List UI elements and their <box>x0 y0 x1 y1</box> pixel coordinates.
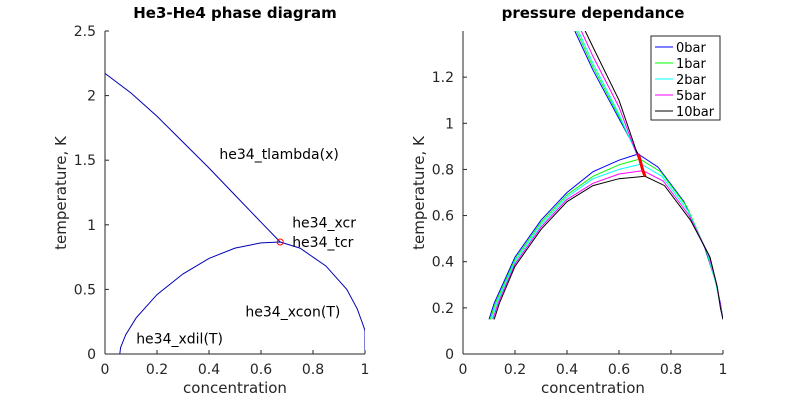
phase-separation-curve <box>119 241 365 354</box>
phase-diagram-plot: He3-He4 phase diagram he34_tlambda(x)he3… <box>52 4 369 397</box>
legend-entry-5bar: 5bar <box>676 89 706 104</box>
pressure-dependance-ytick-label: 1 <box>445 116 454 132</box>
phase-line-10bar <box>493 175 723 320</box>
pressure-dependance-xtick-label: 0.4 <box>556 362 578 378</box>
pressure-dependance-ytick-label: 0.4 <box>432 255 454 271</box>
phase-diagram-ytick-label: 0.5 <box>74 282 96 298</box>
phase-diagram-title: He3-He4 phase diagram <box>133 4 337 22</box>
legend-entry-10bar: 10bar <box>676 105 715 120</box>
phase-line-2bar <box>491 163 723 320</box>
annotation-label: he34_tcr <box>292 235 353 251</box>
phase-diagram-ytick-label: 2.5 <box>74 24 96 40</box>
pressure-dependance-xtick-label: 0.8 <box>660 362 682 378</box>
phase-line-1bar <box>489 158 723 320</box>
pressure-dependance-title: pressure dependance <box>502 4 685 22</box>
lambda-line-2bar <box>577 31 642 165</box>
phase-diagram-ytick-label: 2 <box>87 89 96 105</box>
phase-line-5bar <box>492 170 723 320</box>
pressure-dependance-xtick-label: 0.2 <box>504 362 526 378</box>
pressure-dependance-lines <box>488 31 723 320</box>
pressure-dependance-ytick-label: 0.6 <box>432 209 454 225</box>
phase-diagram-xtick-label: 0.6 <box>250 362 272 378</box>
phase-diagram-xtick-label: 0.4 <box>198 362 220 378</box>
phase-diagram-xlabel: concentration <box>183 379 287 397</box>
legend-entry-2bar: 2bar <box>676 73 706 88</box>
phase-diagram-ytick-label: 0 <box>87 347 96 363</box>
pressure-dependance-plot: pressure dependance 0 0.2 0.4 0.6 0.8 1 0 0.2 0.… <box>410 4 727 397</box>
lambda-line-10bar <box>584 31 646 177</box>
pressure-dependance-axes: 0 0.2 0.4 0.6 0.8 1 0 0.2 0.4 0.6 0.8 1 1.2 <box>432 31 728 378</box>
pressure-dependance-ytick-label: 0 <box>445 347 454 363</box>
tlambda-curve <box>105 73 281 243</box>
phase-diagram-axes: 0 0.2 0.4 0.6 0.8 1 0 0.5 1 1.5 2 2.5 <box>74 24 370 378</box>
annotation-label: he34_tlambda(x) <box>219 147 338 163</box>
phase-diagram-xtick-label: 0.2 <box>146 362 168 378</box>
phase-diagram-ytick-label: 1 <box>87 218 96 234</box>
pressure-dependance-ylabel: temperature, K <box>410 135 428 250</box>
pressure-dependance-ytick-label: 1.2 <box>432 70 454 86</box>
pressure-dependance-ytick-label: 0.2 <box>432 301 454 317</box>
phase-diagram-ylabel: temperature, K <box>52 135 70 250</box>
pressure-dependance-xtick-label: 0 <box>459 362 468 378</box>
legend-entry-0bar: 0bar <box>676 41 706 56</box>
legend-entry-1bar: 1bar <box>676 57 706 72</box>
critical-point-marker <box>276 238 284 246</box>
phase-diagram-xtick-label: 0 <box>101 362 110 378</box>
phase-diagram-lines <box>105 73 365 354</box>
phase-diagram-xtick-label: 1 <box>361 362 370 378</box>
pressure-dependance-xlabel: concentration <box>541 379 645 397</box>
pressure-dependance-ytick-label: 0.8 <box>432 162 454 178</box>
critical-points-line <box>636 153 647 177</box>
lambda-line-5bar <box>580 31 644 171</box>
phase-diagram-annotations: he34_tlambda(x) he34_xcr he34_tcr he34_xcon… <box>136 147 356 348</box>
pressure-dependance-xtick-label: 1 <box>719 362 728 378</box>
legend-box <box>650 35 721 121</box>
annotation-label: he34_xcr <box>292 215 356 231</box>
annotation-label: he34_xdil(T) <box>136 332 223 348</box>
phase-diagram-ytick-label: 1.5 <box>74 153 96 169</box>
pressure-dependance-xtick-label: 0.6 <box>608 362 630 378</box>
phase-diagram-xtick-label: 0.8 <box>302 362 324 378</box>
annotation-label: he34_xcon(T) <box>245 305 340 321</box>
